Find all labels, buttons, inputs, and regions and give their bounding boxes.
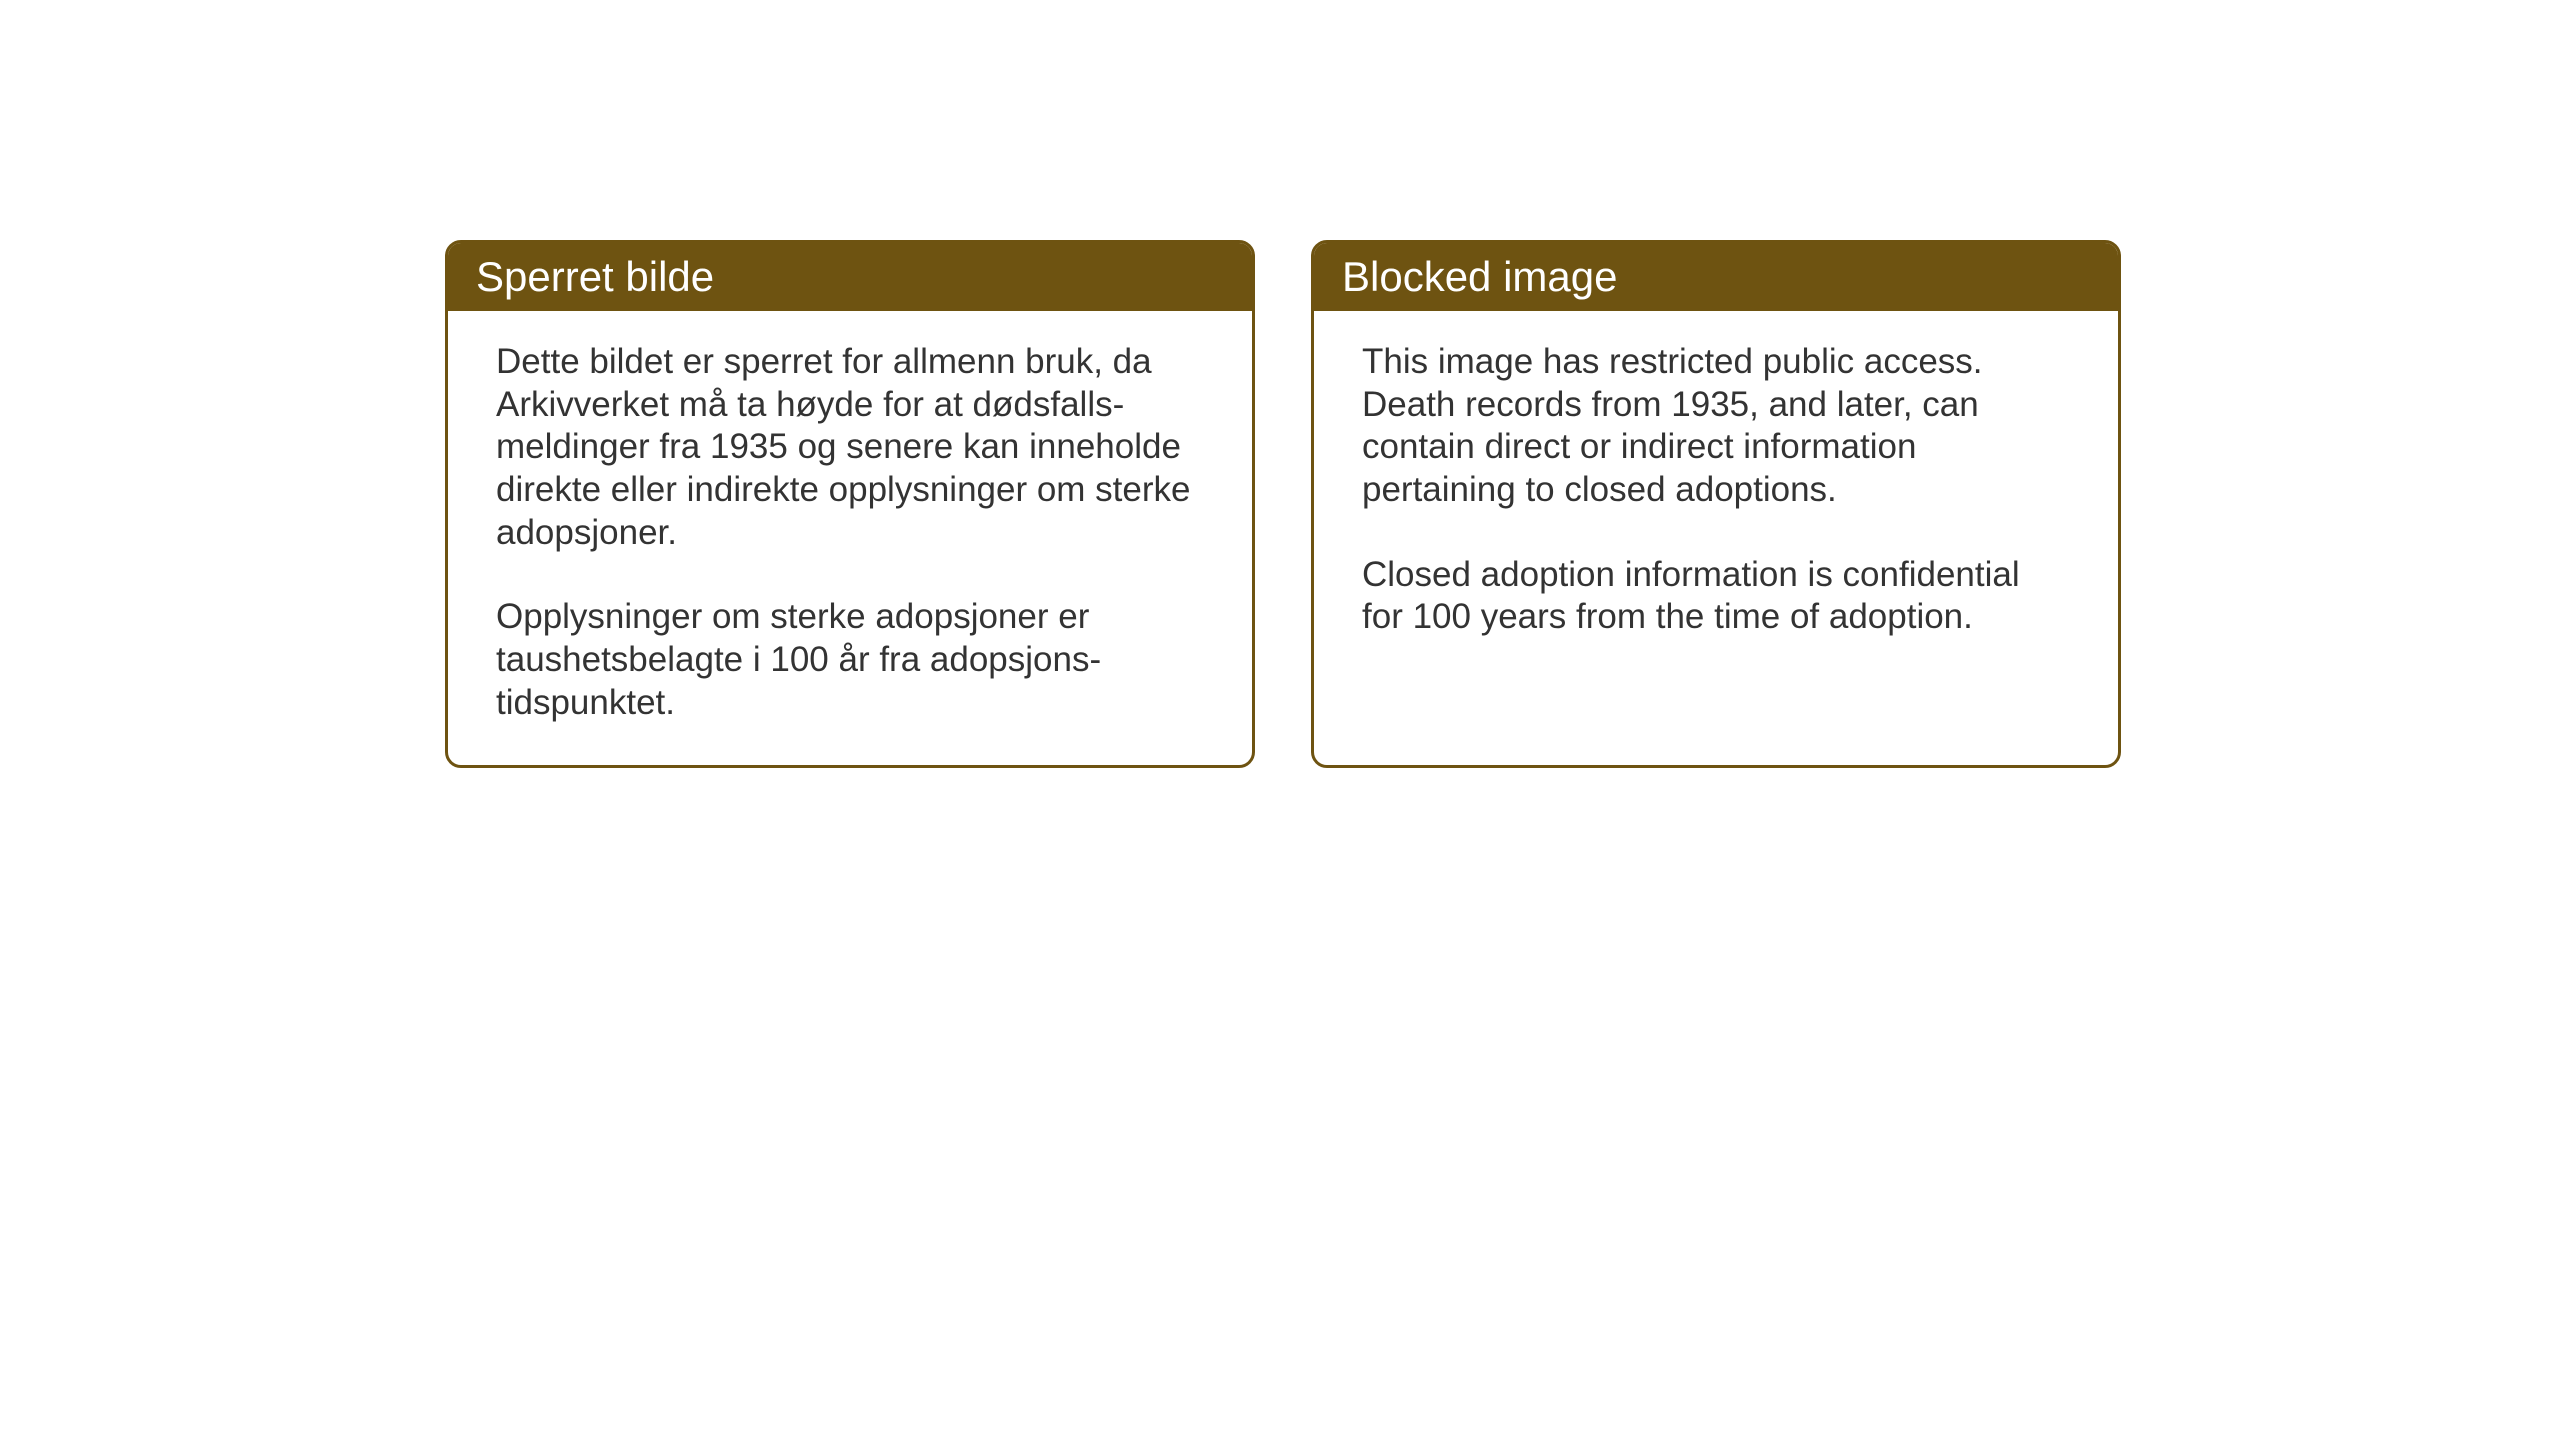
- notice-title-norwegian: Sperret bilde: [476, 253, 714, 300]
- notice-paragraph-2-norwegian: Opplysninger om sterke adopsjoner er tau…: [496, 596, 1204, 724]
- notice-body-norwegian: Dette bildet er sperret for allmenn bruk…: [448, 311, 1252, 765]
- notice-title-english: Blocked image: [1342, 253, 1617, 300]
- notice-header-norwegian: Sperret bilde: [448, 243, 1252, 311]
- notice-header-english: Blocked image: [1314, 243, 2118, 311]
- notice-body-english: This image has restricted public access.…: [1314, 311, 2118, 731]
- notice-container: Sperret bilde Dette bildet er sperret fo…: [445, 240, 2121, 768]
- notice-card-english: Blocked image This image has restricted …: [1311, 240, 2121, 768]
- notice-paragraph-1-english: This image has restricted public access.…: [1362, 341, 2070, 512]
- notice-paragraph-1-norwegian: Dette bildet er sperret for allmenn bruk…: [496, 341, 1204, 554]
- notice-card-norwegian: Sperret bilde Dette bildet er sperret fo…: [445, 240, 1255, 768]
- notice-paragraph-2-english: Closed adoption information is confident…: [1362, 554, 2070, 639]
